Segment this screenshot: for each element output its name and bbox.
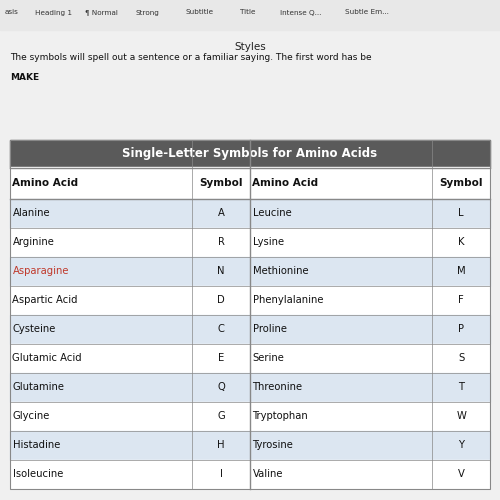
Text: M: M [457,266,466,276]
Text: Symbol: Symbol [200,178,243,188]
Text: Threonine: Threonine [252,382,302,392]
Bar [10,344,490,372]
Text: Glutamine: Glutamine [12,382,64,392]
Text: Glutamic Acid: Glutamic Acid [12,353,82,363]
Text: Styles: Styles [234,42,266,52]
Text: F: F [458,295,464,305]
Text: I: I [220,469,222,479]
Text: L: L [458,208,464,218]
Text: R: R [218,237,224,247]
Bar [10,372,490,402]
Text: Heading 1: Heading 1 [35,10,72,16]
Text: C: C [218,324,224,334]
Text: Single-Letter Symbols for Amino Acids: Single-Letter Symbols for Amino Acids [122,147,378,160]
Text: A: A [218,208,224,218]
Text: Y: Y [458,440,464,450]
Text: S: S [458,353,464,363]
Text: K: K [458,237,464,247]
Text: V: V [458,469,464,479]
Text: Amino Acid: Amino Acid [12,178,78,188]
Text: Subtitle: Subtitle [185,10,213,16]
Text: Alanine: Alanine [12,208,50,218]
Text: Title: Title [240,10,256,16]
Text: Tyrosine: Tyrosine [252,440,294,450]
Text: Cysteine: Cysteine [12,324,56,334]
Text: The symbols will spell out a sentence or a familiar saying. The first word has b: The symbols will spell out a sentence or… [10,52,372,62]
Text: Glycine: Glycine [12,411,50,421]
Text: Methionine: Methionine [252,266,308,276]
Text: T: T [458,382,464,392]
Text: N: N [218,266,225,276]
Text: H: H [218,440,225,450]
Text: P: P [458,324,464,334]
Text: Leucine: Leucine [252,208,291,218]
Text: Arginine: Arginine [12,237,54,247]
Text: Histadine: Histadine [12,440,60,450]
Text: Phenylalanine: Phenylalanine [252,295,323,305]
Bar [10,430,490,460]
Bar [10,460,490,488]
Bar [10,256,490,286]
Text: Amino Acid: Amino Acid [252,178,318,188]
Bar [10,402,490,430]
Text: Lysine: Lysine [252,237,284,247]
Bar [10,168,490,198]
Bar [10,228,490,256]
Bar [10,140,490,168]
Bar [10,314,490,344]
Text: G: G [218,411,225,421]
Text: Aspartic Acid: Aspartic Acid [12,295,78,305]
Text: Q: Q [218,382,225,392]
Text: Serine: Serine [252,353,284,363]
Text: Valine: Valine [252,469,283,479]
Text: Tryptophan: Tryptophan [252,411,308,421]
Text: asis: asis [5,10,19,16]
Text: Asparagine: Asparagine [12,266,69,276]
Text: Isoleucine: Isoleucine [12,469,63,479]
Bar [0,0,500,30]
Text: E: E [218,353,224,363]
Text: Symbol: Symbol [440,178,483,188]
Text: Intense Q...: Intense Q... [280,10,322,16]
Text: ¶ Normal: ¶ Normal [85,10,118,16]
Text: MAKE: MAKE [10,72,39,82]
Text: Proline: Proline [252,324,286,334]
Text: Subtle Em...: Subtle Em... [345,10,389,16]
Text: D: D [218,295,225,305]
Text: Strong: Strong [135,10,159,16]
Bar [10,198,490,228]
Bar [10,286,490,314]
Text: W: W [456,411,466,421]
